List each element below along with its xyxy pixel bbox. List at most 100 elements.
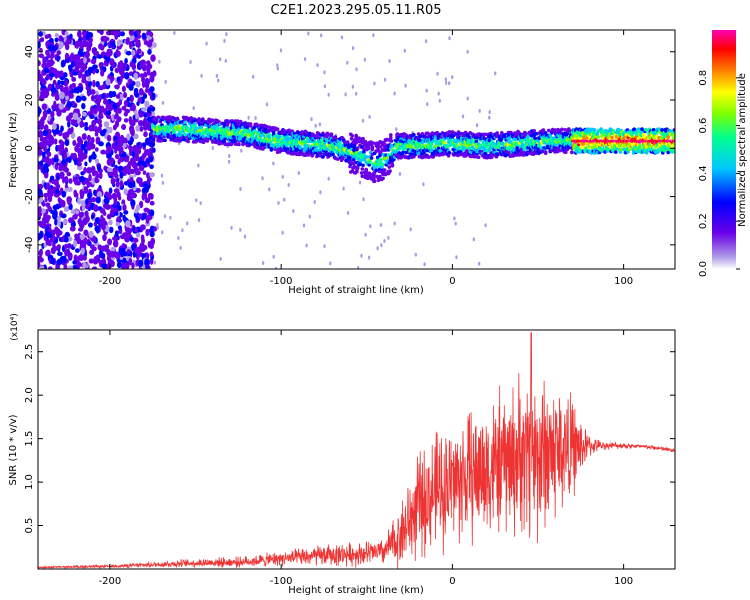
spectrogram-noise-cell (70, 126, 73, 132)
spectrogram-ridge-cell (640, 127, 644, 131)
spectrogram-noise-cell (107, 167, 112, 172)
spectrogram-noise-cell (65, 31, 69, 36)
spectrogram-noise-cell (68, 65, 72, 72)
spectrogram-noise-cell (47, 151, 52, 156)
spectrogram-noise-cell (82, 218, 88, 226)
spectrogram-noise-cell (101, 218, 106, 222)
spectrogram-speck (380, 243, 382, 247)
spectrogram-speck (394, 222, 396, 226)
spectrogram-ridge-cell (515, 153, 519, 157)
spectrogram-noise-cell (58, 103, 64, 110)
spectrogram-speck (198, 218, 200, 222)
spectrogram-noise-cell (147, 177, 152, 182)
spectrogram-noise-cell (110, 210, 115, 216)
spectrogram-noise-cell (141, 155, 145, 161)
spectrogram-ridge-cell (371, 141, 375, 145)
spectrogram-noise-cell (97, 244, 102, 250)
spectrogram-speck (415, 253, 417, 257)
spectrogram-speck (177, 236, 179, 240)
spectrogram-ridge-cell (367, 146, 371, 150)
spectrogram-noise-cell (81, 248, 85, 255)
spectrogram-noise-cell (138, 213, 142, 219)
spectrogram-noise-cell (149, 75, 154, 82)
spectrogram-noise-cell (143, 170, 147, 174)
spectrogram-ridge-cell (379, 159, 383, 163)
spectrogram-ridge-cell (633, 127, 637, 131)
spectrogram-noise-cell (95, 95, 99, 100)
spectrogram-speck (164, 214, 166, 218)
spectrogram-speck (281, 231, 283, 235)
spectrogram-ridge-cell (381, 177, 385, 181)
spectrogram-noise-cell (130, 158, 133, 165)
spectrogram-noise-cell (116, 181, 120, 187)
spectrogram-noise-cell (141, 107, 147, 111)
spectrogram-noise-cell (57, 80, 61, 85)
spectrogram-speck (369, 224, 371, 228)
spectrogram-noise-cell (60, 143, 64, 148)
spectrogram-noise-cell (95, 69, 99, 74)
spectrogram-noise-cell (142, 193, 145, 201)
spectrogram-noise-cell (46, 87, 51, 91)
spectrogram-noise-cell (97, 54, 102, 59)
spectrogram-speck (154, 261, 156, 265)
spectrogram-noise-cell (98, 85, 104, 90)
spectrogram-noise-cell (127, 249, 130, 254)
spectrogram-speck (165, 80, 167, 84)
spectrogram-speck (219, 57, 221, 61)
spectrogram-noise-cell (55, 33, 59, 38)
spectrogram-noise-cell (77, 148, 83, 154)
spectrogram-speck (387, 236, 389, 240)
spectrogram-ridge-cell (368, 160, 372, 164)
spectrogram-noise-cell (75, 210, 79, 214)
spectrogram-noise-cell (124, 118, 129, 123)
spectrogram-ridge-cell (361, 174, 365, 178)
spectrogram-noise-cell (67, 200, 71, 205)
spectrogram-noise-cell (82, 112, 87, 117)
spectrogram-ridge-cell (211, 119, 215, 123)
spectrogram-ridge-cell (381, 163, 385, 167)
spectrogram-noise-cell (134, 228, 138, 232)
spectrogram-noise-cell (40, 266, 44, 271)
spectrogram-ridge-cell (338, 142, 342, 146)
spectrogram-ridge-cell (156, 129, 160, 133)
spectrogram-noise-cell (51, 87, 57, 93)
spectrogram-noise-cell (120, 135, 124, 142)
spectrogram-ridge-cell (389, 133, 393, 137)
spectrogram-noise-cell (118, 166, 123, 171)
spectrogram-speck (404, 49, 406, 53)
spectrogram-speck (307, 32, 309, 36)
spectrogram-noise-cell (144, 100, 149, 108)
spectrogram-noise-cell (106, 110, 112, 115)
spectrogram-noise-cell (99, 250, 103, 257)
spectrogram-ridge-cell (596, 135, 600, 139)
spectrogram-noise-cell (54, 138, 58, 144)
spectrogram-speck (448, 36, 450, 40)
spectrogram-noise-cell (59, 92, 65, 100)
spectrogram-ridge-cell (372, 175, 376, 179)
spectrogram-noise-cell (65, 53, 69, 60)
spectrogram-noise-cell (64, 86, 69, 91)
spectrogram-ridge-cell (371, 147, 375, 151)
spectrogram-noise-cell (49, 73, 55, 78)
spectrogram-noise-cell (87, 192, 92, 198)
spectrogram-noise-cell (42, 151, 46, 158)
spectrogram-noise-cell (119, 157, 125, 163)
spectrogram-noise-cell (70, 226, 76, 232)
spectrogram-noise-cell (93, 170, 98, 175)
spectrogram-speck (344, 92, 346, 96)
spectrogram-speck (252, 75, 254, 79)
spectrogram-noise-cell (40, 160, 43, 167)
spectrogram-ridge-cell (239, 120, 243, 124)
spectrogram-noise-cell (70, 54, 75, 61)
spectrogram-noise-cell (142, 142, 147, 147)
spectrogram-noise-cell (138, 120, 143, 126)
figure-title: C2E1.2023.295.05.11.R05 (270, 3, 441, 18)
spectrogram-speck (404, 84, 406, 88)
spectrogram-speck (462, 114, 464, 118)
spectrogram-noise-cell (79, 121, 83, 128)
spectrogram-panel: -200 -100 0 100 -40-2002040 Height of strai… (8, 27, 676, 296)
spectrogram-noise-cell (62, 133, 66, 139)
spectrogram-noise-cell (110, 41, 115, 47)
spectrogram-noise-cell (91, 127, 95, 132)
spectrogram-noise-cell (94, 222, 97, 227)
